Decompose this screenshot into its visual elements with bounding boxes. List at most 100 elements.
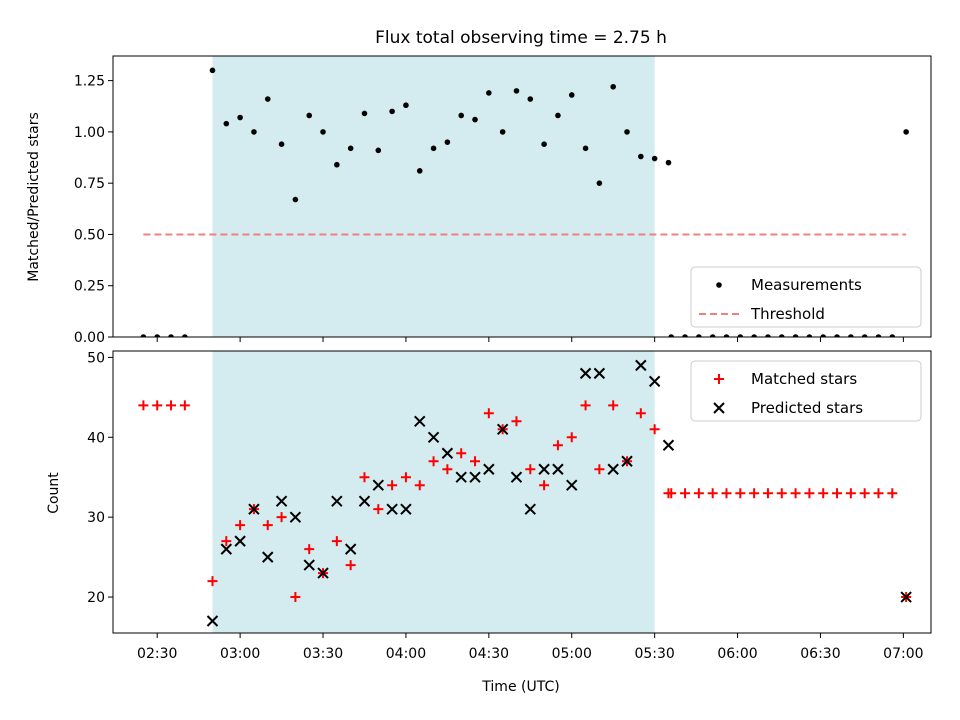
measurements-point	[541, 141, 547, 147]
matched-stars-point	[262, 520, 273, 531]
predicted-stars-point	[248, 503, 260, 515]
bottom-axes-frame	[112, 350, 932, 634]
matched-stars-point	[666, 488, 677, 499]
matched-stars-point	[594, 464, 605, 475]
predicted-stars-point	[662, 439, 675, 451]
measurements-point	[665, 159, 672, 166]
measurements-point	[154, 334, 161, 337]
matched-stars-point	[179, 400, 190, 411]
top-plot-area	[140, 67, 909, 337]
top-y-tick-label: 0.75	[74, 176, 105, 192]
matched-stars-point	[693, 488, 704, 499]
top-y-tick-label: 0.00	[74, 330, 105, 346]
matched-stars-point	[221, 536, 232, 547]
top-observing-span	[212, 56, 655, 337]
matched-stars-point	[832, 488, 843, 499]
matched-stars-point	[387, 480, 398, 491]
predicted-stars-point	[414, 415, 426, 428]
measurements-point	[737, 334, 744, 337]
predicted-stars-point	[566, 479, 578, 491]
top-axes-frame	[112, 55, 932, 338]
measurements-legend-label: Measurements	[751, 276, 862, 294]
bottom-observing-span	[212, 351, 655, 633]
measurements-point	[682, 334, 688, 337]
matched-stars-legend-swatch	[714, 374, 724, 384]
matched-stars-point	[483, 408, 494, 419]
measurements-point	[596, 180, 603, 186]
bottom-y-tick-label: 40	[87, 430, 105, 446]
predicted-stars-legend-swatch	[713, 402, 725, 414]
matched-stars-point	[680, 488, 691, 499]
measurements-point	[223, 120, 230, 127]
measurements-point	[458, 112, 465, 119]
measurements-point	[709, 334, 716, 337]
top-y-tick-label: 1.25	[74, 74, 105, 90]
measurements-point	[430, 145, 437, 152]
matched-stars-point	[345, 560, 356, 571]
predicted-stars-point	[400, 503, 412, 515]
measurements-point	[555, 112, 561, 119]
x-tick-label: 05:30	[634, 646, 674, 662]
matched-stars-point	[359, 472, 370, 483]
x-tick-label: 07:00	[883, 646, 923, 662]
measurements-point	[472, 116, 478, 123]
bottom-plot-area	[138, 359, 912, 627]
measurements-point	[751, 334, 757, 337]
measurements-point	[361, 110, 368, 117]
top-panel: 0.00 0.25 0.50 0.75 1.00 1.25 Measurements Thre…	[74, 55, 932, 346]
measurements-legend-swatch	[716, 282, 722, 288]
measurements-point	[264, 96, 271, 102]
x-tick-label: 03:30	[303, 646, 343, 662]
matched-stars-point	[152, 400, 163, 411]
measurements-point	[375, 147, 382, 154]
x-tick-label: 02:30	[137, 646, 177, 662]
matched-stars-point	[818, 488, 829, 499]
predicted-stars-point	[607, 463, 619, 475]
measurements-point	[765, 334, 771, 337]
matched-stars-point	[845, 488, 856, 499]
measurements-point	[306, 112, 313, 119]
measurements-point	[168, 334, 174, 337]
predicted-stars-point	[441, 447, 454, 459]
measurements-point	[568, 92, 575, 98]
predicted-stars-point	[372, 479, 385, 491]
predicted-stars-point	[593, 367, 606, 380]
predicted-stars-point	[579, 367, 592, 380]
measurements-point	[389, 108, 395, 115]
x-tick-label: 04:30	[469, 646, 509, 662]
measurements-point	[499, 129, 506, 135]
predicted-stars-point	[427, 431, 440, 443]
matched-stars-point	[721, 488, 732, 499]
matched-stars-point	[566, 432, 577, 443]
measurements-point	[792, 334, 799, 337]
matched-stars-point	[580, 400, 591, 411]
top-legend-box	[690, 266, 922, 328]
predicted-stars-point	[552, 463, 564, 475]
measurements-point	[140, 334, 147, 337]
measurements-point	[638, 153, 644, 160]
top-y-tick-label: 0.25	[74, 279, 105, 295]
matched-stars-point	[790, 488, 801, 499]
predicted-stars-point	[358, 495, 371, 507]
matched-stars-point	[525, 464, 536, 475]
measurements-point	[444, 139, 451, 145]
predicted-stars-point	[317, 567, 329, 579]
matched-stars-point	[166, 400, 177, 411]
measurements-point	[806, 334, 813, 337]
predicted-stars-point	[510, 471, 523, 483]
matched-stars-point	[331, 536, 342, 547]
predicted-stars-point	[648, 375, 661, 388]
predicted-stars-point	[331, 495, 343, 507]
matched-stars-point	[859, 488, 870, 499]
measurements-point	[209, 67, 216, 74]
measurements-point	[624, 129, 630, 135]
matched-stars-point	[400, 472, 411, 483]
matched-stars-point	[707, 488, 718, 499]
predicted-stars-point	[344, 543, 357, 555]
predicted-stars-point	[538, 463, 550, 475]
matched-stars-point	[207, 576, 218, 587]
predicted-stars-point	[262, 551, 274, 563]
measurements-point	[861, 334, 868, 337]
measurements-point	[486, 90, 492, 96]
